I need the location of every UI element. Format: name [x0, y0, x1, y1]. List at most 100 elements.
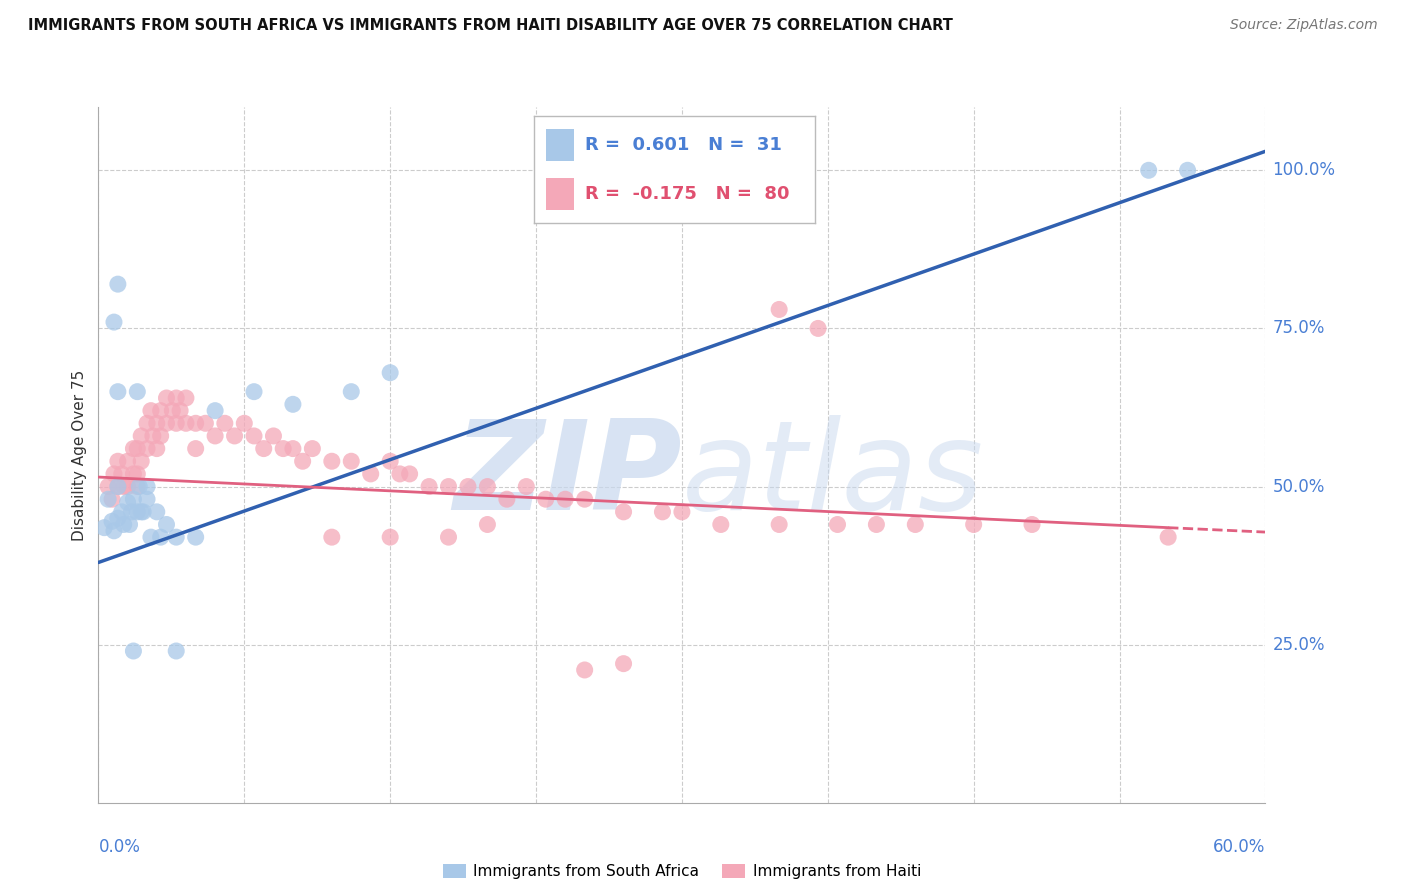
Point [671, 505, 693, 519]
Point [165, 644, 187, 658]
Point [437, 479, 460, 493]
Point [127, 384, 149, 399]
Point [388, 467, 411, 481]
Point [129, 454, 152, 468]
Point [136, 479, 159, 493]
Text: R =  -0.175   N =  80: R = -0.175 N = 80 [585, 186, 789, 203]
Point [93, 521, 115, 535]
Point [437, 530, 460, 544]
Point [301, 442, 323, 456]
Point [418, 479, 440, 493]
Point [574, 663, 596, 677]
Point [321, 530, 343, 544]
Point [194, 417, 217, 431]
Point [149, 429, 172, 443]
Point [710, 517, 733, 532]
Point [1021, 517, 1043, 532]
Point [112, 479, 135, 493]
Point [139, 530, 162, 544]
Point [184, 442, 207, 456]
Point [117, 479, 139, 493]
Point [1137, 163, 1160, 178]
Point [121, 505, 143, 519]
Point [262, 429, 284, 443]
Point [233, 417, 256, 431]
Text: IMMIGRANTS FROM SOUTH AFRICA VS IMMIGRANTS FROM HAITI DISABILITY AGE OVER 75 COR: IMMIGRANTS FROM SOUTH AFRICA VS IMMIGRAN… [28, 18, 953, 33]
Point [103, 524, 125, 538]
Point [253, 442, 276, 456]
Point [224, 429, 246, 443]
Point [340, 454, 363, 468]
Point [146, 417, 169, 431]
Point [398, 467, 420, 481]
Point [281, 397, 304, 411]
Point [127, 467, 149, 481]
Text: atlas: atlas [682, 416, 984, 536]
Bar [546, 128, 574, 161]
Point [574, 492, 596, 507]
Point [139, 403, 162, 417]
Point [155, 517, 177, 532]
Point [127, 442, 149, 456]
Point [155, 391, 177, 405]
Text: 75.0%: 75.0% [1272, 319, 1324, 337]
Point [214, 417, 236, 431]
Point [127, 479, 149, 493]
Point [146, 505, 169, 519]
Point [534, 492, 557, 507]
Point [111, 467, 134, 481]
Point [117, 454, 139, 468]
Point [827, 517, 849, 532]
Point [184, 530, 207, 544]
Point [142, 429, 165, 443]
Point [169, 403, 191, 417]
Point [204, 429, 226, 443]
Point [146, 442, 169, 456]
Bar [546, 178, 574, 211]
Text: 25.0%: 25.0% [1272, 636, 1324, 654]
Text: 50.0%: 50.0% [1272, 477, 1324, 496]
Point [554, 492, 576, 507]
Point [122, 442, 145, 456]
Point [865, 517, 887, 532]
Text: 60.0%: 60.0% [1213, 838, 1265, 856]
Point [612, 657, 634, 671]
Point [122, 644, 145, 658]
Point [149, 403, 172, 417]
Point [243, 429, 266, 443]
Point [378, 366, 402, 380]
Legend: Immigrants from South Africa, Immigrants from Haiti: Immigrants from South Africa, Immigrants… [437, 858, 927, 886]
Point [165, 391, 187, 405]
Point [477, 517, 499, 532]
Point [129, 505, 152, 519]
Point [101, 514, 124, 528]
Point [107, 454, 129, 468]
Point [128, 479, 150, 493]
Point [360, 467, 382, 481]
Point [477, 479, 499, 493]
Point [807, 321, 830, 335]
Point [457, 479, 479, 493]
Point [243, 384, 266, 399]
Point [118, 517, 141, 532]
Point [97, 492, 120, 507]
Point [174, 417, 197, 431]
Point [768, 302, 790, 317]
Point [962, 517, 984, 532]
Point [184, 417, 207, 431]
Point [378, 454, 402, 468]
Point [291, 454, 314, 468]
Point [136, 442, 159, 456]
Point [132, 505, 155, 519]
Point [612, 505, 634, 519]
Point [271, 442, 294, 456]
Point [1157, 530, 1180, 544]
Point [165, 417, 187, 431]
Point [651, 505, 673, 519]
Point [129, 429, 152, 443]
Point [122, 492, 145, 507]
Point [103, 467, 125, 481]
Point [321, 454, 343, 468]
Point [107, 277, 129, 292]
Point [515, 479, 537, 493]
